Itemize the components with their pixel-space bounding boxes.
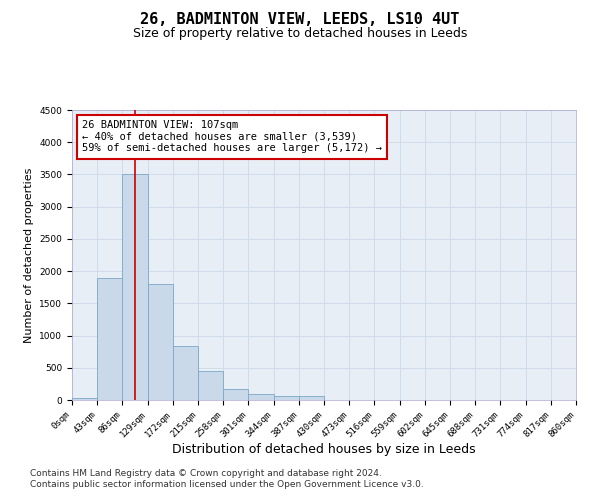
- Bar: [248, 394, 274, 400]
- Text: Contains public sector information licensed under the Open Government Licence v3: Contains public sector information licen…: [30, 480, 424, 489]
- Bar: [274, 396, 299, 400]
- Text: Contains HM Land Registry data © Crown copyright and database right 2024.: Contains HM Land Registry data © Crown c…: [30, 468, 382, 477]
- Bar: [97, 278, 122, 400]
- Bar: [223, 389, 248, 400]
- Text: 26, BADMINTON VIEW, LEEDS, LS10 4UT: 26, BADMINTON VIEW, LEEDS, LS10 4UT: [140, 12, 460, 28]
- Bar: [198, 371, 223, 400]
- Bar: [148, 284, 173, 400]
- Text: Size of property relative to detached houses in Leeds: Size of property relative to detached ho…: [133, 28, 467, 40]
- Text: Distribution of detached houses by size in Leeds: Distribution of detached houses by size …: [172, 442, 476, 456]
- Bar: [72, 398, 97, 400]
- Bar: [122, 174, 148, 400]
- Text: 26 BADMINTON VIEW: 107sqm
← 40% of detached houses are smaller (3,539)
59% of se: 26 BADMINTON VIEW: 107sqm ← 40% of detac…: [82, 120, 382, 154]
- Bar: [299, 396, 324, 400]
- Y-axis label: Number of detached properties: Number of detached properties: [24, 168, 34, 342]
- Bar: [173, 346, 198, 400]
